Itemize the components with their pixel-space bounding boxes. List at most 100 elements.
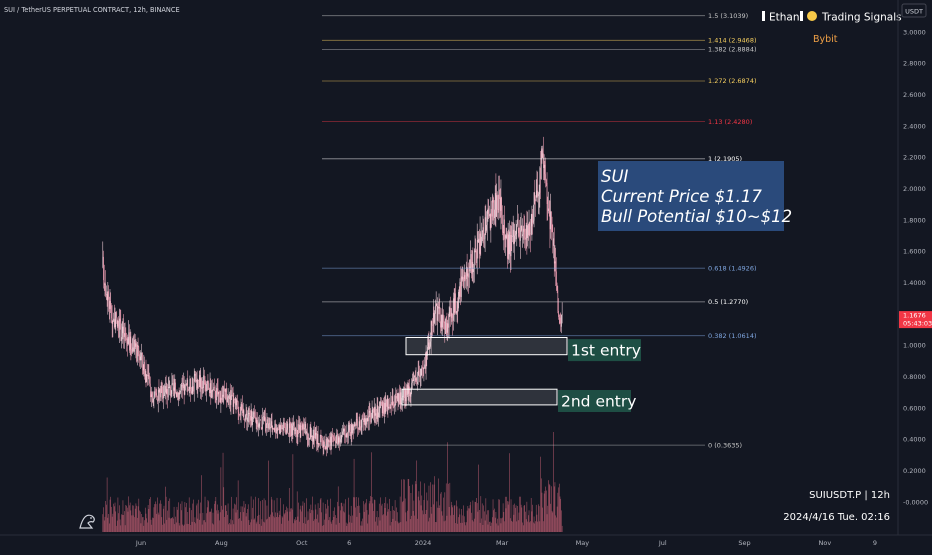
volume-bar: [164, 523, 166, 532]
candle-body: [525, 225, 527, 240]
candle-body: [544, 164, 546, 175]
candle-body: [186, 380, 188, 386]
candle-body: [389, 406, 390, 408]
volume-bar: [173, 506, 175, 532]
volume-bar: [481, 518, 482, 532]
time-tick-label: Jul: [658, 539, 667, 547]
volume-bar: [459, 514, 461, 532]
volume-bar: [521, 507, 523, 532]
candle-body: [334, 438, 335, 441]
candle-body: [309, 426, 311, 438]
candle-body: [479, 238, 480, 254]
candle-body: [128, 332, 130, 339]
volume-bar: [520, 496, 521, 532]
volume-bar: [526, 501, 528, 532]
volume-bar: [390, 511, 392, 532]
candle-body: [478, 238, 479, 243]
candle-body: [126, 340, 128, 344]
volume-bar: [384, 508, 386, 532]
candle-body: [346, 432, 348, 437]
tradingview-logo-icon[interactable]: [79, 514, 95, 529]
volume-bar: [199, 513, 201, 532]
volume-bar: [453, 505, 455, 532]
currency-button[interactable]: [901, 3, 927, 18]
time-axis[interactable]: Jun Aug Oct 6 2024 Mar May Jul Sep Nov 9: [135, 539, 877, 547]
volume-bar: [546, 490, 547, 532]
candle-body: [482, 227, 484, 232]
candle-body: [198, 375, 200, 381]
candle-body: [338, 437, 340, 443]
entry-label: 2nd entry: [561, 393, 636, 411]
volume-bar: [242, 506, 243, 532]
volume-bar: [475, 502, 477, 532]
candle-body: [291, 423, 293, 436]
volume-bar: [204, 496, 206, 532]
volume-bar: [118, 513, 119, 532]
candle-body: [350, 424, 352, 437]
volume-bar: [512, 504, 514, 532]
price-tick-label: 2.6000: [903, 91, 926, 99]
candle-body: [417, 381, 418, 384]
volume-bar: [530, 521, 531, 532]
candle-body: [209, 389, 210, 394]
volume-bar: [372, 503, 374, 532]
candle-body: [471, 262, 473, 274]
candle-body: [392, 396, 394, 408]
candle-body: [433, 312, 435, 323]
candle-body: [453, 298, 454, 321]
volume-bar: [356, 516, 358, 532]
candle-body: [391, 396, 393, 406]
volume-bar: [209, 511, 211, 532]
candle-body: [349, 425, 351, 432]
volume-bar: [497, 525, 499, 532]
volume-bar: [158, 514, 160, 532]
volume-bar: [194, 517, 196, 532]
volume-bar: [502, 517, 503, 532]
candle-body: [376, 413, 377, 419]
volume-bar: [265, 500, 266, 532]
candle-body: [312, 435, 313, 442]
candle-body: [110, 301, 112, 306]
candle-body: [407, 384, 408, 396]
volume-bar: [180, 503, 181, 532]
candle-body: [159, 388, 160, 393]
volume-bar: [102, 514, 104, 532]
candle-body: [158, 389, 160, 393]
candle-body: [305, 424, 307, 434]
volume-bar: [482, 525, 484, 532]
candle-body: [459, 281, 461, 297]
volume-bar: [536, 514, 538, 532]
volume-bar: [422, 514, 424, 532]
volume-bar: [305, 523, 307, 532]
volume-bar: [338, 506, 340, 532]
candle-body: [221, 397, 222, 401]
volume-bar: [421, 495, 423, 532]
candle-body: [491, 209, 492, 217]
candle-body: [119, 318, 120, 338]
volume-bar: [485, 498, 487, 532]
volume-bar: [412, 511, 414, 532]
candle-body: [131, 349, 132, 354]
candle-body: [439, 307, 441, 322]
candle-body: [552, 232, 554, 246]
candle-body: [268, 423, 269, 429]
candle-body: [322, 438, 323, 446]
candle-body: [364, 418, 366, 426]
candle-body: [191, 391, 192, 394]
volume-bar: [463, 505, 464, 532]
candle-body: [528, 225, 529, 236]
candle-body: [238, 411, 240, 415]
candle-body: [462, 277, 464, 280]
volume-bar: [507, 501, 508, 532]
price-axis[interactable]: 3.0000 2.8000 2.6000 2.4000 2.2000 2.0000 1.80…: [903, 28, 928, 506]
volume-bar: [276, 517, 277, 532]
candle-body: [534, 192, 536, 200]
volume-bar: [417, 496, 419, 532]
volume-bar: [119, 519, 121, 532]
candle-body: [437, 306, 438, 321]
candle-body: [384, 403, 385, 414]
candle-body: [486, 224, 487, 231]
volume-bar: [378, 503, 380, 532]
